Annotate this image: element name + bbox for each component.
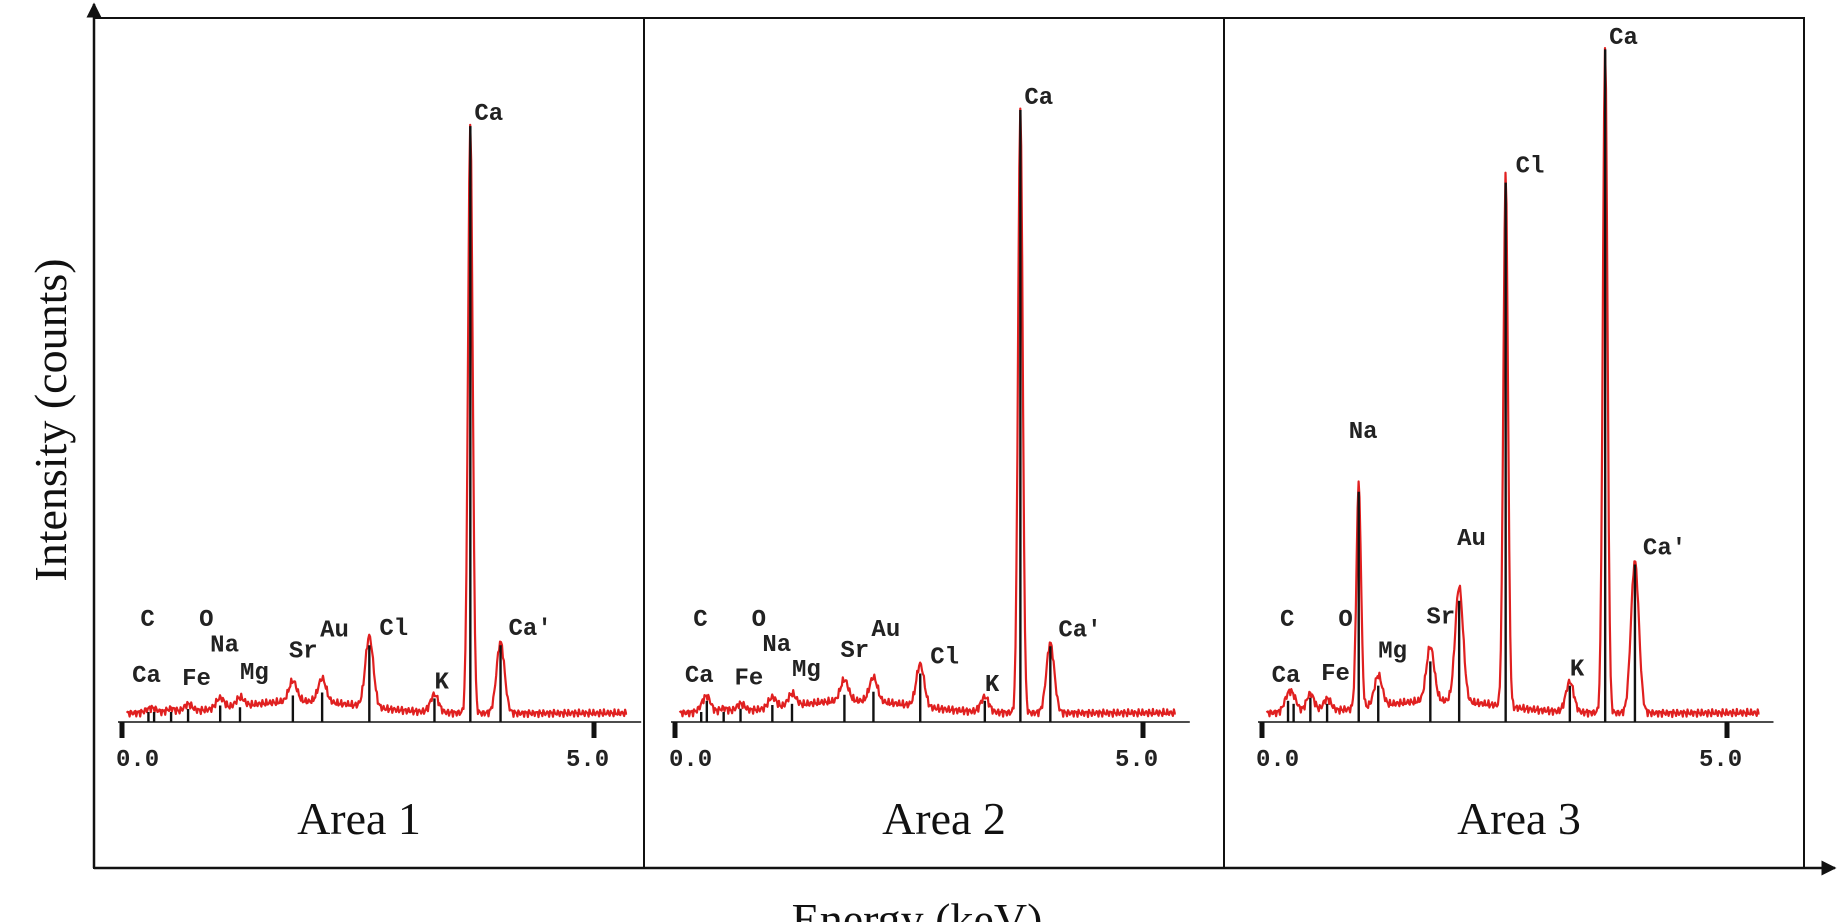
- peak-label: Fe: [1321, 661, 1350, 688]
- x-tick-label: 5.0: [566, 747, 609, 774]
- peak-label: Sr: [1426, 604, 1455, 631]
- spectrum-line: [125, 123, 628, 719]
- x-tick-label: 5.0: [1699, 747, 1742, 774]
- peak-label: C: [693, 607, 707, 634]
- y-axis-label: Intensity (counts): [25, 258, 76, 581]
- peak-label: Cl: [1516, 154, 1545, 181]
- panel-3: 0.0 5.0 Area 3 C O Ca Fe Na Mg Sr Au Cl K Ca Ca': [1256, 25, 1774, 844]
- peak-label: Ca: [474, 101, 503, 128]
- peak-label: Sr: [840, 638, 869, 665]
- x-tick-label: 5.0: [1115, 747, 1158, 774]
- peak-label: C: [1280, 607, 1294, 634]
- panel-frame-3: [1223, 17, 1805, 869]
- x-axis-label: Energy (keV): [792, 894, 1043, 922]
- peak-label: C: [140, 607, 154, 634]
- peak-label: O: [199, 607, 213, 634]
- peak-label: Na: [762, 632, 791, 659]
- peak-label: K: [985, 672, 1000, 699]
- spectrum-line: [1265, 47, 1760, 719]
- peak-label: Au: [871, 617, 900, 644]
- peak-label: Ca': [509, 616, 552, 643]
- peak-label: Au: [1457, 526, 1486, 553]
- panel-title: Area 3: [1457, 793, 1581, 844]
- x-tick-label: 0.0: [116, 747, 159, 774]
- panel-frame-1: [93, 17, 645, 869]
- peak-label: Mg: [1378, 639, 1407, 666]
- peak-label: Sr: [289, 638, 318, 665]
- x-tick-label: 0.0: [669, 747, 712, 774]
- spectrum-line: [678, 107, 1176, 719]
- peak-label: Fe: [735, 666, 764, 693]
- peak-label: Ca': [1643, 536, 1686, 563]
- peak-label: Ca: [685, 663, 714, 690]
- peak-label: Cl: [930, 645, 959, 672]
- peak-label: Na: [1349, 419, 1378, 446]
- peak-label: Fe: [182, 666, 211, 693]
- peak-label: O: [1338, 607, 1352, 634]
- panel-title: Area 1: [297, 793, 421, 844]
- peak-label: K: [1570, 657, 1585, 684]
- peak-label: Ca: [132, 663, 161, 690]
- peak-label: Au: [320, 617, 349, 644]
- peak-label: Ca': [1058, 617, 1101, 644]
- x-tick-label: 0.0: [1256, 747, 1299, 774]
- peak-label: Ca: [1024, 85, 1053, 112]
- peak-label: Na: [210, 632, 239, 659]
- peak-label: O: [752, 607, 766, 634]
- peak-label: K: [434, 669, 449, 696]
- peak-label: Mg: [792, 657, 821, 684]
- panel-title: Area 2: [882, 793, 1006, 844]
- panel-frame-2: [643, 17, 1225, 869]
- peak-label: Ca: [1272, 663, 1301, 690]
- peak-label: Cl: [379, 616, 408, 643]
- peak-label: Mg: [240, 660, 269, 687]
- peak-label: Ca: [1609, 25, 1638, 52]
